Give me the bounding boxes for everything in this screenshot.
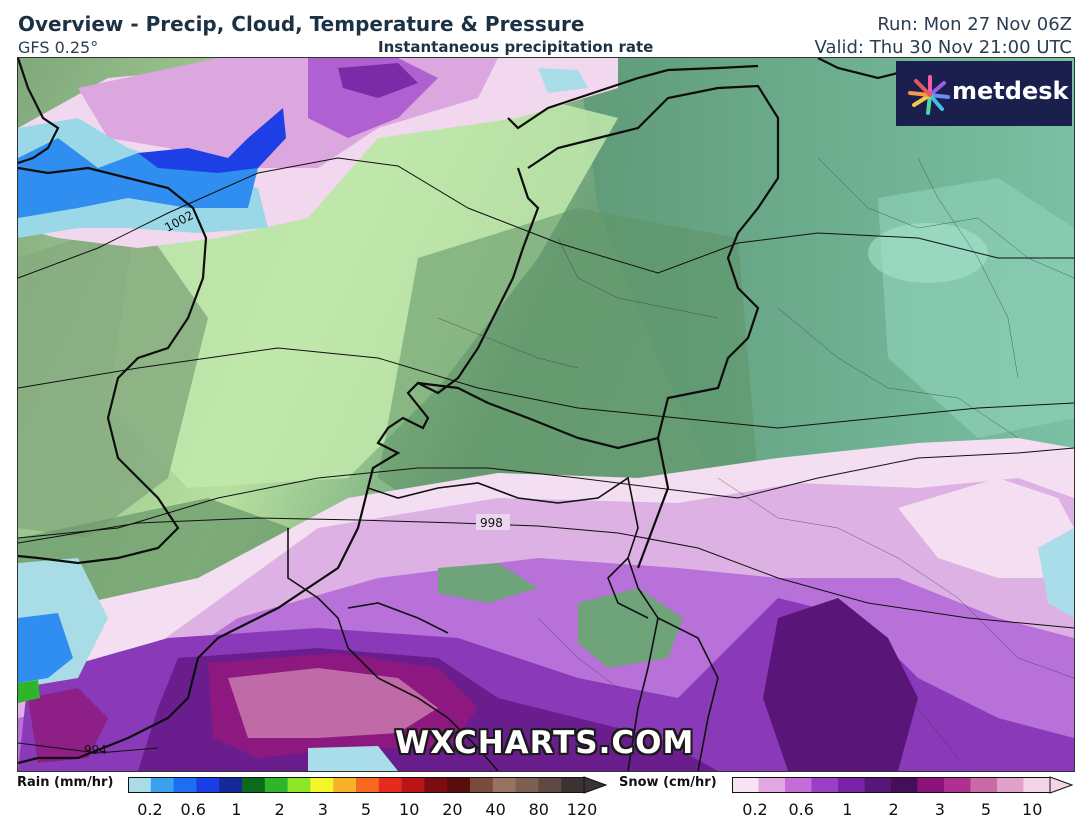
snow-colorbar-swatch: [811, 778, 839, 792]
rain-colorbar-swatch: [264, 778, 289, 792]
rain-colorbar-swatch: [356, 778, 380, 792]
snow-tick-label: 0.2: [742, 800, 768, 819]
rain-colorbar-swatch: [242, 778, 266, 792]
cloud-south-green-patch-2: [438, 563, 538, 603]
map-canvas: 1002 998 994: [18, 58, 1074, 771]
rain-colorbar: [128, 776, 608, 794]
rain-south-cyan: [308, 746, 398, 771]
snow-colorbar: [732, 776, 1074, 794]
rain-colorbar-swatch: [561, 778, 585, 792]
snow-tick-label: 10: [1022, 800, 1043, 819]
snow-tick-label: 0.6: [788, 800, 814, 819]
snow-colorbar-swatch: [917, 778, 945, 792]
snow-nw-deep: [338, 63, 418, 98]
rain-tick-label: 120: [566, 800, 598, 819]
snow-se-deep: [763, 598, 918, 771]
rain-tick-label: 0.6: [180, 800, 206, 819]
run-time: Run: Mon 27 Nov 06Z: [877, 14, 1072, 35]
rain-colorbar-swatch: [219, 778, 243, 792]
rain-tick-label: 1: [231, 800, 242, 819]
chart-title: Overview - Precip, Cloud, Temperature & …: [18, 12, 585, 36]
rain-nw-cyan: [538, 68, 588, 93]
cloud-south-green-patch: [578, 588, 683, 668]
snow-sw-spot: [28, 688, 108, 763]
rain-colorbar-swatch: [378, 778, 403, 792]
rain-tick-label: 20: [442, 800, 463, 819]
isobar-label-998: 998: [480, 516, 503, 530]
model-label: GFS 0.25°: [18, 38, 99, 57]
rain-colorbar-swatch: [515, 778, 539, 792]
snow-legend-label: Snow (cm/hr): [619, 775, 717, 790]
cloud-mid-west: [18, 218, 208, 538]
rain-sw-green: [18, 680, 40, 703]
rain-tick-label: 80: [528, 800, 549, 819]
rain-tick-label: 5: [360, 800, 372, 819]
snow-se-light: [898, 478, 1074, 578]
rain-colorbar-swatch: [150, 778, 175, 792]
rain-tick-label: 3: [317, 800, 328, 819]
rain-tick-label: 0.2: [137, 800, 163, 819]
valid-time: Valid: Thu 30 Nov 21:00 UTC: [814, 37, 1072, 58]
rain-colorbar-swatch: [333, 778, 357, 792]
rain-legend-label: Rain (mm/hr): [17, 775, 114, 790]
rain-tick-label: 2: [274, 800, 285, 819]
rain-colorbar-swatch: [470, 778, 494, 792]
snow-tick-label: 1: [842, 800, 853, 819]
rain-colorbar-swatch: [310, 778, 334, 792]
snow-colorbar-arrow: [1049, 776, 1074, 794]
rain-colorbar-swatch: [287, 778, 311, 792]
snow-colorbar-swatch: [864, 778, 892, 792]
cloud-dark-center: [378, 208, 758, 518]
product-label: Instantaneous precipitation rate: [378, 38, 654, 56]
rain-sw-blue: [18, 613, 73, 683]
region-borders: [437, 157, 1074, 759]
rain-colorbar-swatch: [128, 778, 152, 792]
snow-colorbar-swatch: [838, 778, 865, 792]
isobar-label-994: 994: [84, 743, 107, 757]
snow-colorbar-swatch: [785, 778, 812, 792]
weather-map[interactable]: 1002 998 994: [17, 57, 1075, 772]
rain-colorbar-arrow: [583, 776, 608, 794]
snow-colorbar-swatch: [997, 778, 1024, 792]
snow-tick-label: 2: [888, 800, 899, 819]
snow-colorbar-swatch: [891, 778, 918, 792]
rain-colorbar-swatch: [173, 778, 197, 792]
rain-east-cyan: [1038, 528, 1074, 618]
rain-colorbar-swatch: [424, 778, 448, 792]
coastlines: [18, 58, 919, 765]
rain-colorbar-swatch: [196, 778, 220, 792]
rain-tick-label: 40: [485, 800, 506, 819]
snow-tick-label: 3: [934, 800, 945, 819]
wxcharts-watermark: WXCHARTS.COM: [395, 725, 695, 761]
rain-tick-label: 10: [399, 800, 420, 819]
snow-colorbar-outline: [732, 777, 1051, 793]
snow-colorbar-swatch: [758, 778, 786, 792]
rain-nw-deep: [138, 108, 286, 173]
cloud-mint-spot: [868, 223, 988, 283]
metdesk-logo: metdesk: [896, 61, 1072, 126]
isobar-lines: [18, 157, 1074, 754]
snow-colorbar-swatch: [970, 778, 998, 792]
rain-colorbar-swatch: [447, 778, 471, 792]
snow-colorbar-swatch: [1023, 778, 1051, 792]
snow-colorbar-swatch: [732, 778, 759, 792]
rain-colorbar-outline: [128, 777, 585, 793]
rain-colorbar-swatch: [538, 778, 562, 792]
country-borders: [287, 476, 719, 771]
snow-south-pink: [228, 668, 438, 738]
isobar-label-998-bg: [476, 514, 510, 530]
snow-colorbar-swatch: [944, 778, 971, 792]
metdesk-logo-text: metdesk: [952, 77, 1069, 105]
rain-colorbar-swatch: [492, 778, 517, 792]
metdesk-logo-mark-icon: [908, 75, 950, 115]
rain-colorbar-swatch: [401, 778, 425, 792]
snow-tick-label: 5: [980, 800, 992, 819]
